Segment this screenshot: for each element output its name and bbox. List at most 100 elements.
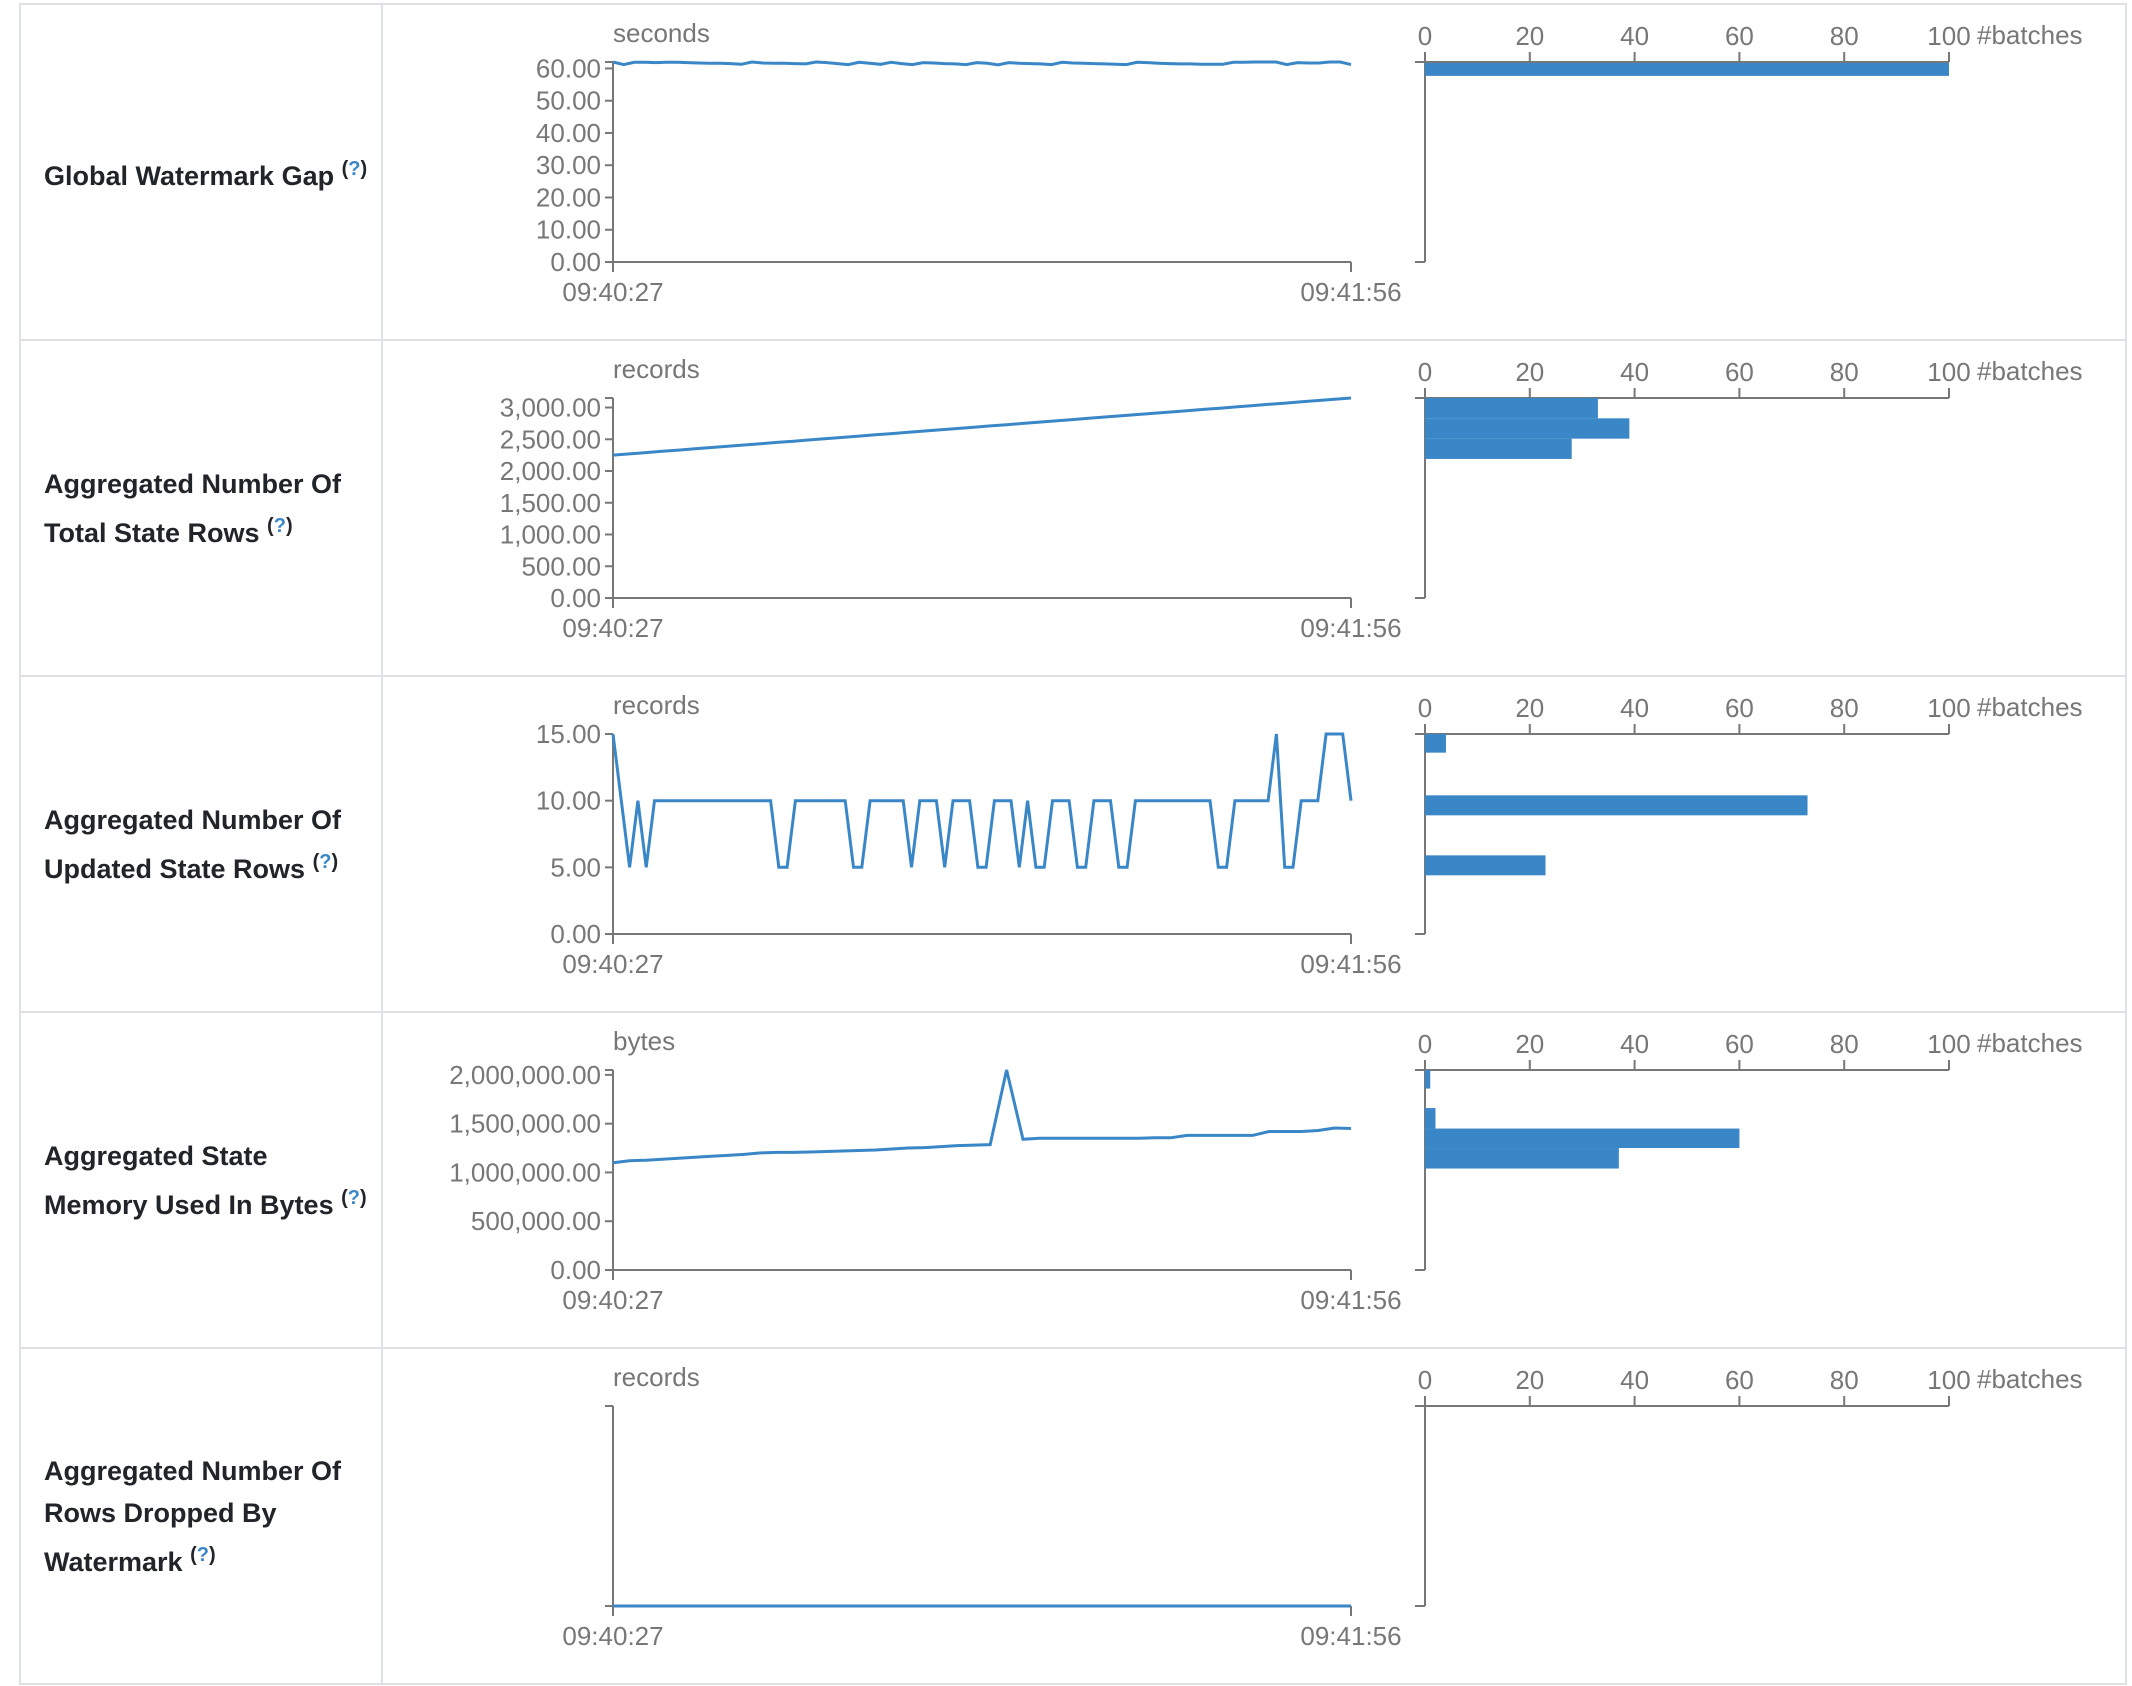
help-icon[interactable]: ? bbox=[273, 514, 286, 537]
hist-x-axis-label: #batches bbox=[1977, 1028, 2083, 1058]
y-tick-label: 1,500,000.00 bbox=[449, 1109, 601, 1139]
hist-x-tick-label: 0 bbox=[1418, 1365, 1432, 1395]
metric-charts-cell: records 0.00 5.00 10.00 15.00 09:40:27 09:41:5… bbox=[381, 675, 2127, 1013]
histogram-bar bbox=[1425, 1128, 1740, 1149]
histogram-bar bbox=[1425, 734, 1446, 753]
y-tick-label: 50.00 bbox=[536, 86, 601, 116]
metric-label: Global Watermark Gap (?) bbox=[44, 148, 371, 197]
x-end-label: 09:41:56 bbox=[1300, 613, 1401, 643]
hist-x-tick-label: 100 bbox=[1927, 21, 1970, 51]
y-tick-label: 10.00 bbox=[536, 786, 601, 816]
timeline-chart: seconds 0.0010.0020.0030.0040.0050.0060.0… bbox=[536, 18, 1402, 307]
y-tick-label: 0.00 bbox=[550, 919, 601, 949]
hist-x-tick-label: 100 bbox=[1927, 1365, 1970, 1395]
histogram-chart: 0 20 40 60 80 100 #batches bbox=[1415, 356, 2083, 599]
hist-x-tick-label: 80 bbox=[1830, 1029, 1859, 1059]
metric-label-cell: Global Watermark Gap (?) bbox=[19, 3, 383, 341]
hist-x-tick-label: 80 bbox=[1830, 693, 1859, 723]
timeline-chart: records 0.00500.001,000.001,500.002,000.0… bbox=[500, 354, 1402, 643]
y-tick-label: 1,000.00 bbox=[500, 520, 601, 550]
help-tooltip[interactable]: (?) bbox=[341, 157, 368, 180]
help-tooltip[interactable]: (?) bbox=[341, 1186, 367, 1209]
metric-row: Aggregated Number Of Updated State Rows … bbox=[19, 675, 2127, 1013]
histogram-bar bbox=[1425, 1148, 1619, 1169]
hist-x-axis-label: #batches bbox=[1977, 1364, 2083, 1394]
metric-charts-cell: bytes 0.00 500,000.00 1,000,000.00 1,500,000… bbox=[381, 1011, 2127, 1349]
hist-x-tick-label: 0 bbox=[1418, 1029, 1432, 1059]
hist-x-tick-label: 20 bbox=[1515, 21, 1544, 51]
x-start-label: 09:40:27 bbox=[562, 277, 663, 307]
histogram-bar bbox=[1425, 398, 1598, 419]
histogram-bar bbox=[1425, 438, 1572, 459]
metric-label: Aggregated Number Of Total State Rows (?… bbox=[44, 463, 371, 554]
hist-x-tick-label: 0 bbox=[1418, 693, 1432, 723]
y-tick-label: 0.00 bbox=[550, 583, 601, 613]
histogram-bar bbox=[1425, 855, 1546, 876]
histogram-chart: 0 20 40 60 80 100 #batches bbox=[1415, 1364, 2083, 1607]
y-tick-label: 0.00 bbox=[550, 247, 601, 277]
hist-x-tick-label: 0 bbox=[1418, 21, 1432, 51]
hist-x-tick-label: 60 bbox=[1725, 1029, 1754, 1059]
x-end-label: 09:41:56 bbox=[1300, 277, 1401, 307]
help-icon[interactable]: ? bbox=[347, 1186, 360, 1209]
histogram-bar bbox=[1425, 1108, 1436, 1129]
hist-x-tick-label: 0 bbox=[1418, 357, 1432, 387]
x-end-label: 09:41:56 bbox=[1300, 1285, 1401, 1315]
timeline-chart: records 09:40:27 09:41:56 bbox=[562, 1362, 1401, 1651]
y-tick-label: 2,000.00 bbox=[500, 456, 601, 486]
help-tooltip[interactable]: (?) bbox=[267, 514, 293, 537]
metric-row: Global Watermark Gap (?) seconds 0.00 10.00… bbox=[19, 3, 2127, 341]
hist-x-tick-label: 60 bbox=[1725, 1365, 1754, 1395]
unit-label: records bbox=[613, 1362, 700, 1392]
series-line bbox=[612, 396, 1352, 457]
metric-chart: records 09:40:27 09:41:56 0 20 40 60 80 100 #batc… bbox=[562, 1362, 2083, 1651]
metric-charts-cell: seconds 0.00 10.00 20.00 30.00 40.00 50.00 60.0… bbox=[381, 3, 2127, 341]
hist-x-tick-label: 100 bbox=[1927, 357, 1970, 387]
hist-x-tick-label: 40 bbox=[1620, 357, 1649, 387]
metric-chart: seconds 0.0010.0020.0030.0040.0050.0060.0… bbox=[536, 18, 2083, 307]
y-tick-label: 0.00 bbox=[550, 1255, 601, 1285]
metric-label-cell: Aggregated Number Of Updated State Rows … bbox=[19, 675, 383, 1013]
metric-label-cell: Aggregated Number Of Total State Rows (?… bbox=[19, 339, 383, 677]
metric-name: Global Watermark Gap bbox=[44, 160, 335, 191]
metric-name: Aggregated Number Of Rows Dropped By Wat… bbox=[44, 1455, 342, 1577]
timeline-chart: records 0.00 5.00 10.00 15.00 09:40:27 09:41:5… bbox=[536, 690, 1402, 979]
metric-name: Aggregated Number Of Total State Rows bbox=[44, 468, 342, 548]
metric-name: Aggregated Number Of Updated State Rows bbox=[44, 804, 342, 884]
unit-label: records bbox=[613, 690, 700, 720]
help-icon[interactable]: ? bbox=[348, 157, 361, 180]
x-end-label: 09:41:56 bbox=[1300, 1621, 1401, 1651]
histogram-chart: 0 20 40 60 80 100 #batches bbox=[1415, 1028, 2083, 1271]
hist-x-tick-label: 100 bbox=[1927, 693, 1970, 723]
hist-x-tick-label: 80 bbox=[1830, 21, 1859, 51]
unit-label: bytes bbox=[613, 1026, 675, 1056]
hist-x-tick-label: 40 bbox=[1620, 21, 1649, 51]
hist-x-tick-label: 80 bbox=[1830, 1365, 1859, 1395]
series-line bbox=[612, 1069, 1352, 1165]
hist-x-axis-label: #batches bbox=[1977, 356, 2083, 386]
series-line bbox=[612, 60, 1352, 67]
metric-charts-cell: records 0.00 500.00 1,000.00 1,500.00 2,000.0… bbox=[381, 339, 2127, 677]
histogram-bar bbox=[1425, 418, 1630, 439]
metric-row: Aggregated Number Of Rows Dropped By Wat… bbox=[19, 1347, 2127, 1685]
y-tick-label: 2,500.00 bbox=[500, 424, 601, 454]
hist-x-axis-label: #batches bbox=[1977, 20, 2083, 50]
histogram-chart: 0 20 40 60 80 100 #batches bbox=[1415, 20, 2083, 263]
help-tooltip[interactable]: (?) bbox=[312, 850, 339, 873]
hist-x-tick-label: 20 bbox=[1515, 693, 1544, 723]
histogram-bar bbox=[1425, 1070, 1431, 1089]
y-tick-label: 3,000.00 bbox=[500, 393, 601, 423]
histogram-bar bbox=[1425, 795, 1808, 816]
metric-charts-cell: records 09:40:27 09:41:56 0 20 40 60 80 100 #batc… bbox=[381, 1347, 2127, 1685]
metric-chart: records 0.00500.001,000.001,500.002,000.0… bbox=[500, 354, 2083, 643]
help-icon[interactable]: ? bbox=[196, 1543, 209, 1566]
metric-label-cell: Aggregated State Memory Used In Bytes (?… bbox=[19, 1011, 383, 1349]
hist-x-tick-label: 20 bbox=[1515, 1029, 1544, 1059]
y-tick-label: 2,000,000.00 bbox=[449, 1060, 601, 1090]
x-start-label: 09:40:27 bbox=[562, 1621, 663, 1651]
help-icon[interactable]: ? bbox=[319, 850, 332, 873]
series-line bbox=[611, 732, 1353, 869]
hist-x-tick-label: 100 bbox=[1927, 1029, 1970, 1059]
help-tooltip[interactable]: (?) bbox=[190, 1543, 216, 1566]
metric-name: Aggregated State Memory Used In Bytes bbox=[44, 1140, 334, 1220]
